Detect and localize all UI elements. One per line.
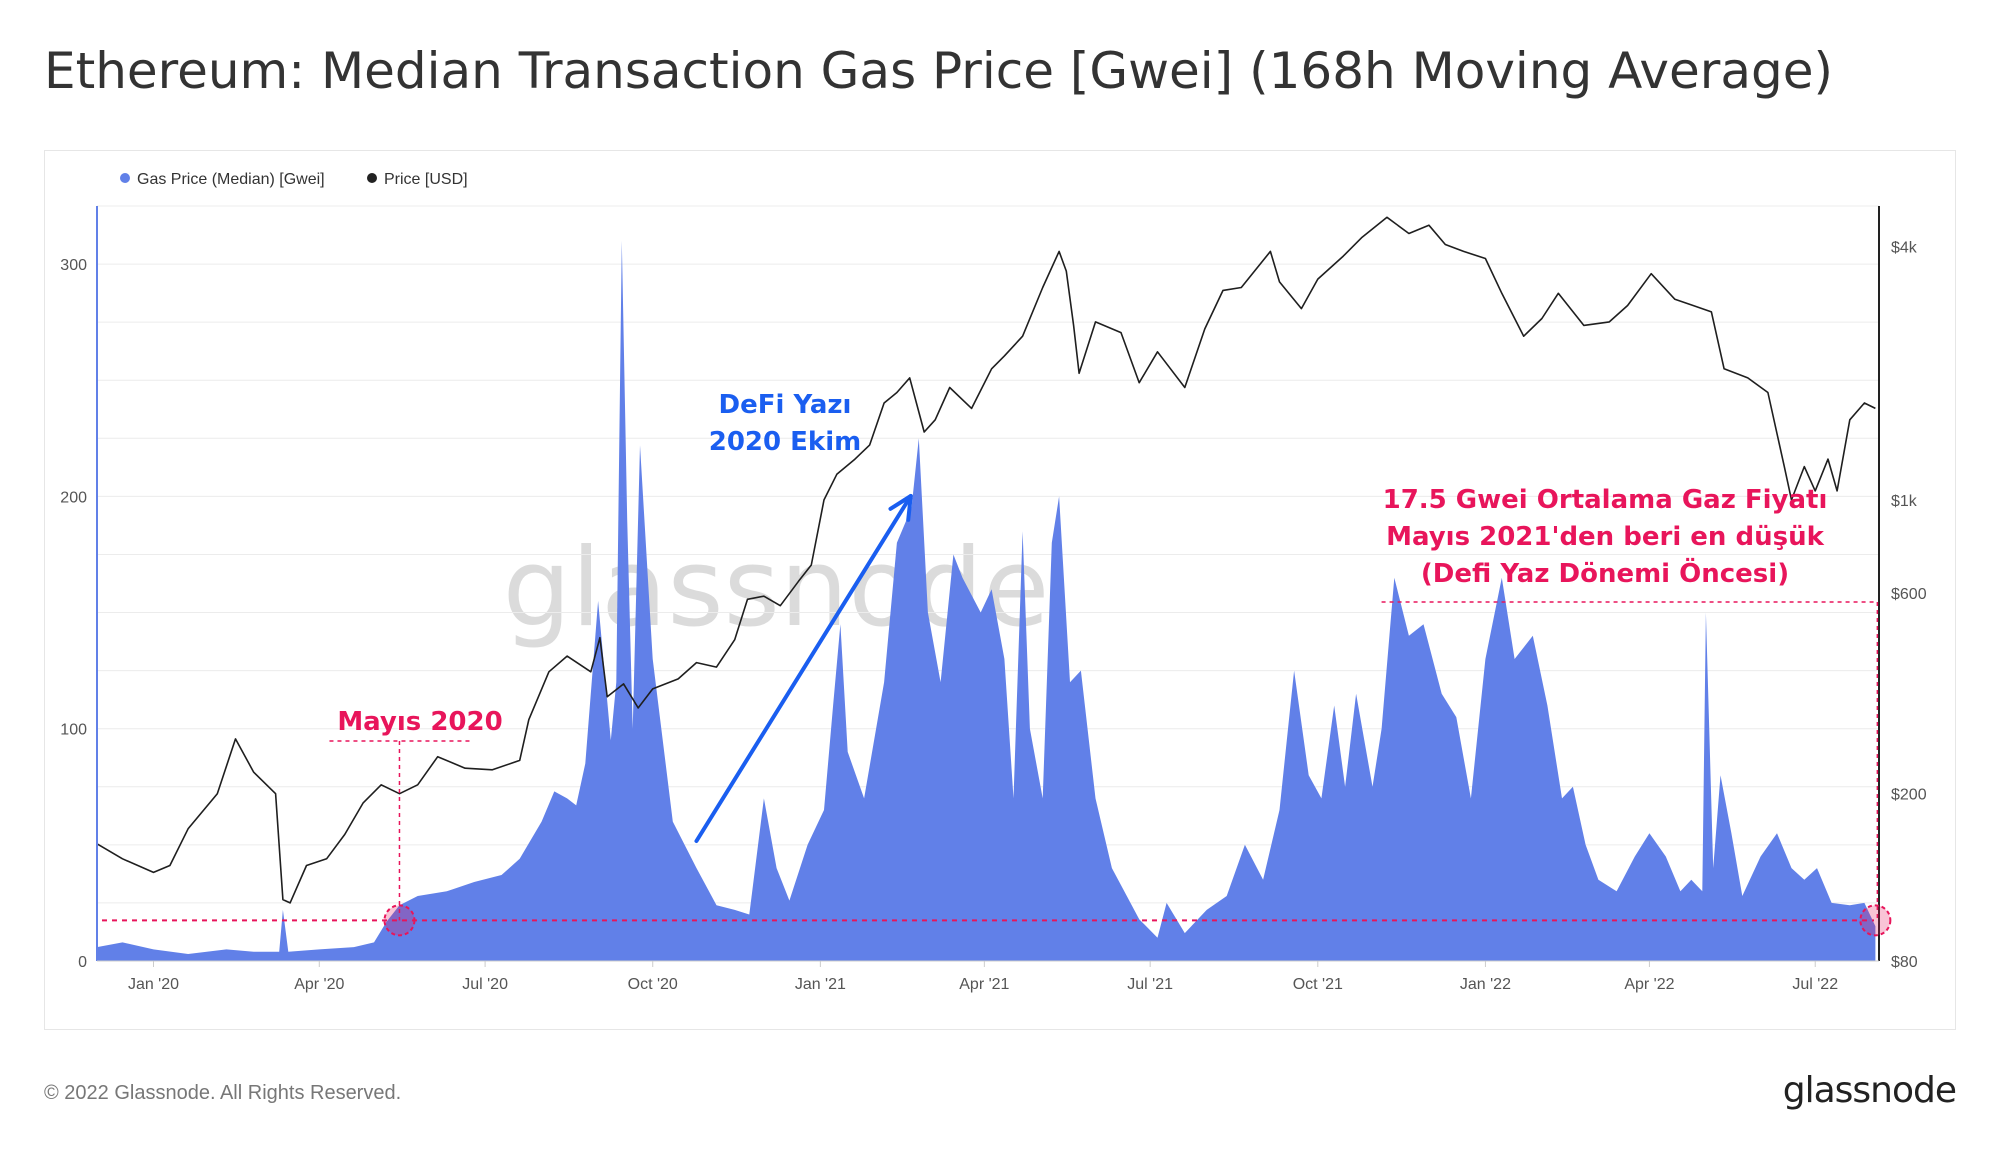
x-tick-label: Apr '22 [1624,976,1674,993]
x-tick-label: Oct '20 [628,976,678,993]
x-tick-label: Apr '21 [959,976,1009,993]
legend-label-gas: Gas Price (Median) [Gwei] [137,171,325,188]
annotation-low-line2: Mayıs 2021'den beri en düşük [1386,522,1824,552]
gas-series [97,240,1876,962]
x-tick-label: Oct '21 [1293,976,1343,993]
defi-arrow-shaft [694,494,913,843]
x-tick-label: Jul '22 [1792,976,1838,993]
page-title: Ethereum: Median Transaction Gas Price [… [44,42,1833,100]
legend-label-price: Price [USD] [384,171,468,188]
x-tick-label: Jan '20 [128,976,179,993]
legend-dot-gas [120,173,130,183]
defi-arrow [694,494,913,843]
y-right-tick-label: $80 [1891,954,1918,971]
y-left-tick-label: 300 [60,257,87,274]
defi-arrow-head [888,494,913,522]
gas-price-area [97,240,1876,962]
price-usd-line [96,216,1876,904]
annotation-defi-line2: 2020 Ekim [709,427,861,457]
x-tick-label: Jul '20 [462,976,508,993]
annotation-low-line3: (Defi Yaz Dönemi Öncesi) [1421,556,1789,589]
glassnode-logo: glassnode [1782,1070,1957,1111]
legend-item-price[interactable]: Price [USD] [367,171,468,188]
latest-low-circle [1859,904,1892,937]
copyright-text: © 2022 Glassnode. All Rights Reserved. [44,1082,402,1104]
y-right-tick-label: $4k [1891,240,1918,257]
x-tick-label: Apr '20 [294,976,344,993]
x-tick-label: Jan '21 [795,976,846,993]
chart-panel: Gas Price (Median) [Gwei] Price [USD] gl… [44,150,1956,1030]
y-left-tick-label: 100 [60,722,87,739]
legend: Gas Price (Median) [Gwei] Price [USD] [120,171,468,188]
may-2020-circle [383,904,416,937]
annotation-defi-line1: DeFi Yazı [719,390,852,420]
y-right-tick-label: $200 [1891,787,1927,804]
y-right-tick-label: $600 [1891,586,1927,603]
reference-lines [102,601,1892,937]
x-tick-label: Jan '22 [1460,976,1511,993]
y-left-tick-label: 0 [78,954,87,971]
annotation-may-2020: Mayıs 2020 [337,707,502,737]
price-series [96,216,1876,904]
annotation-low-line1: 17.5 Gwei Ortalama Gaz Fiyatı [1383,485,1828,515]
y-left-tick-label: 200 [60,489,87,506]
legend-dot-price [367,173,377,183]
gas-price-chart: Gas Price (Median) [Gwei] Price [USD] gl… [60,171,1927,993]
y-right-tick-label: $1k [1891,493,1918,510]
axes: 0 100 200 300 $80 $200 $600 $1k $4k Jan '20 Apr '2… [60,206,1927,993]
legend-item-gas[interactable]: Gas Price (Median) [Gwei] [120,171,325,188]
x-tick-label: Jul '21 [1127,976,1173,993]
